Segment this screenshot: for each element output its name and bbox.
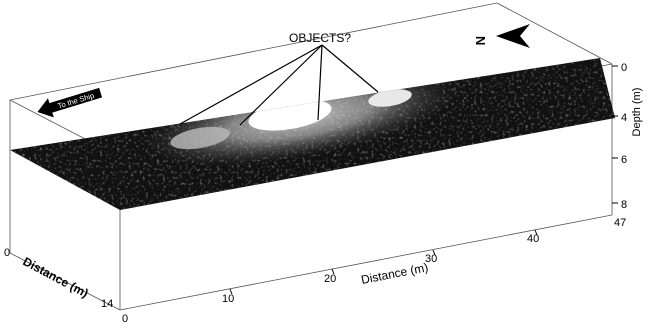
pointer-line-1	[179, 44, 323, 125]
distance-x-axis-ticks	[229, 229, 538, 295]
depth-tick-0: 0	[621, 62, 627, 74]
ship-direction-arrow-icon: To the Ship	[37, 87, 103, 118]
pointer-line-3	[317, 44, 323, 121]
depth-tick-4: 4	[621, 112, 627, 124]
north-letter: N	[473, 36, 488, 45]
pointer-line-4	[321, 44, 379, 93]
frame-top-right-edge	[496, 2, 613, 65]
frame-bottom-front-edge	[119, 214, 613, 311]
frame-top-back-edge	[9, 2, 498, 101]
frame-bottom-left-edge	[9, 252, 121, 311]
depth-axis	[612, 65, 618, 204]
north-arrow-icon: N	[473, 24, 530, 48]
depth-tick-8: 8	[621, 199, 627, 211]
distance-y-tick-14: 14	[101, 298, 113, 310]
distance-y-tick-0: 0	[4, 247, 10, 259]
ship-label: To the Ship	[57, 91, 96, 111]
distance-x-tick-10: 10	[222, 293, 234, 305]
distance-x-tick-47: 47	[614, 217, 626, 229]
depth-tick-6: 6	[621, 154, 627, 166]
objects-annotation: OBJECTS?	[289, 31, 351, 45]
distance-y-axis-label: Distance (m)	[21, 254, 91, 300]
distance-x-tick-20: 20	[324, 273, 336, 285]
distance-x-tick-30: 30	[425, 253, 437, 265]
distance-x-axis-label: Distance (m)	[360, 260, 429, 287]
depth-axis-label: Depth (m)	[631, 88, 643, 137]
distance-x-tick-40: 40	[527, 233, 539, 245]
distance-x-tick-0: 0	[122, 313, 128, 325]
bright-anomaly-east	[368, 89, 412, 107]
bright-anomaly-west	[170, 126, 230, 150]
annotation-lines	[179, 44, 379, 126]
pointer-line-2	[239, 44, 323, 126]
